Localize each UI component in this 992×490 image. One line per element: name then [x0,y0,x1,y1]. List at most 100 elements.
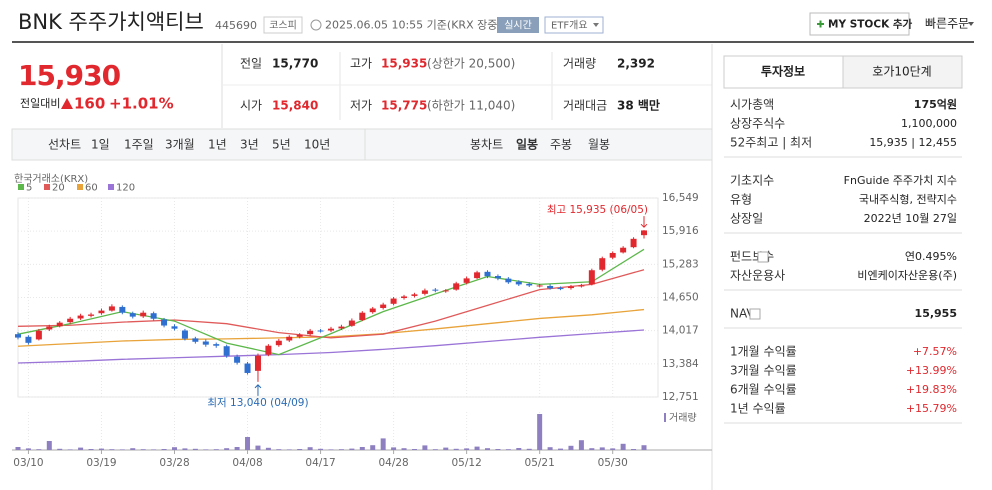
candle-body [244,363,251,373]
x-tick-label: 03/28 [159,457,189,469]
volume-bar [547,447,553,450]
info-tab[interactable]: 호가10단계 [872,65,931,79]
info-label: 1년 수익률 [730,402,786,416]
period-tab[interactable]: 일봉 [516,138,538,152]
period-tab[interactable]: 3년 [240,138,259,152]
volume-bar [516,448,522,450]
dropdown-icon [968,22,974,26]
period-tab[interactable]: 주봉 [550,138,572,152]
change-label: 전일대비 [20,96,60,110]
volume-bar [474,446,480,450]
quick-order[interactable]: 빠른주문 [925,17,969,31]
price: 15,930 [18,59,121,92]
legend-swatch [77,184,83,190]
x-tick-label: 04/28 [378,457,408,469]
candle-body [567,286,574,289]
info-tab[interactable]: 투자정보 [761,64,805,79]
info-value: 15,955 [915,307,957,320]
legend-swatch [18,184,24,190]
period-tab[interactable]: 5년 [272,138,291,152]
candle-body [328,328,334,331]
volume-legend-swatch [664,413,666,422]
info-label: 시가총액 [730,98,774,112]
stat-value: 15,935 [381,57,427,71]
y-tick-label: 15,283 [662,258,699,270]
candle-body [181,330,188,339]
stat-note: (하한가 11,040) [427,99,515,113]
candle-body [630,238,637,248]
volume-bar [537,414,543,450]
volume-bar [140,449,146,450]
volume-bar [286,449,292,450]
candle-body [265,345,272,355]
x-tick-label: 03/19 [86,457,116,469]
volume-bar [443,447,449,450]
period-tab[interactable]: 3개월 [165,138,195,152]
realtime-badge [497,17,539,33]
candle-body [390,298,397,304]
candle-body [15,334,21,338]
volume-bar [391,447,397,450]
volume-bar [172,447,177,450]
my-stock-button[interactable] [809,12,910,36]
info-label: 상장일 [730,212,763,226]
volume-bar [432,449,438,450]
volume-bar [57,448,63,450]
volume-bar [641,445,647,450]
volume-bar [276,449,282,450]
candle-body [161,319,168,326]
stat-value: 15,775 [381,99,427,113]
period-tab[interactable]: 1주일 [124,138,154,152]
etf-overview-button[interactable] [544,16,604,34]
my-stock-label[interactable]: MY STOCK 추가 [828,18,913,31]
candle-body [25,336,32,343]
stat-label: 거래량 [563,57,596,71]
candle-body [620,247,627,253]
candle-body [641,230,647,236]
annotation-arrow [640,216,648,228]
volume-bar [297,449,303,450]
y-tick-label: 14,017 [662,325,699,337]
info-value: +15.79% [906,402,957,415]
period-tab[interactable]: 월봉 [588,138,610,152]
volume-bar [464,448,470,450]
clock-icon [310,19,322,31]
volume-bar [234,447,240,450]
info-tab-active[interactable] [723,55,844,89]
candle-body [286,336,293,341]
volume-bar [370,445,376,450]
volume-bar [558,448,564,450]
volume-bar [255,445,261,450]
info-label: NAV [730,307,755,321]
candle-body [463,278,470,283]
volume-bar [328,449,334,450]
volume-bar [245,437,251,450]
candle-body [421,290,428,294]
period-tab[interactable]: 10년 [304,138,330,152]
up-arrow [61,98,73,109]
etf-overview-label[interactable]: ETF개요 [551,20,588,32]
period-tab[interactable]: 1일 [91,138,110,152]
tab-group: 선차트 1일 1주일 3개월 1년 3년 5년 10년 봉차트 일봉 주봉 월봉 [48,138,610,152]
candle-body [515,281,522,285]
legend-label: 20 [52,183,65,194]
info-value: +7.57% [913,345,957,358]
candle-body [505,278,512,283]
candle-body [77,315,84,319]
y-tick-label: 16,549 [662,192,699,204]
volume-bar [192,448,198,450]
stat-label: 전일 [240,57,262,71]
candle-body [547,285,554,289]
candle-body [46,326,53,330]
volume-bar [130,448,136,450]
volume-bar [338,449,344,450]
period-tab[interactable]: 1년 [208,138,227,152]
candle-body [108,306,115,311]
stat-value: 38 백만 [617,98,660,113]
legend-label: 120 [116,183,135,194]
candle-body [432,289,439,291]
info-label: 자산운용사 [730,269,785,283]
candle-body [119,306,126,313]
legend-swatch [44,184,50,190]
